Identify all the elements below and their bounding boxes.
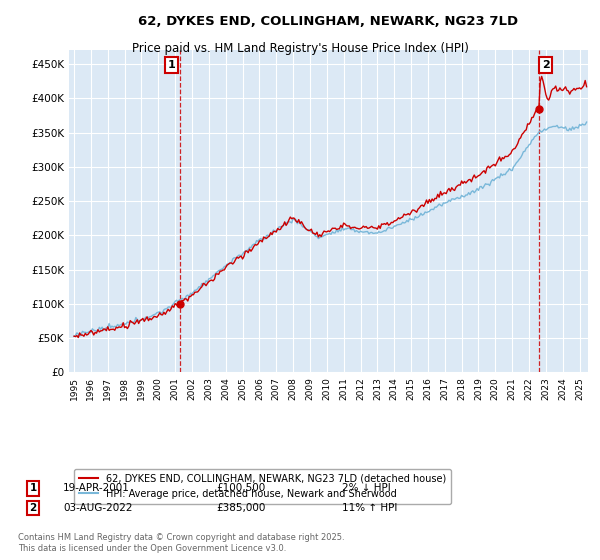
- Text: 2: 2: [29, 503, 37, 513]
- Text: 03-AUG-2022: 03-AUG-2022: [63, 503, 133, 513]
- Text: £385,000: £385,000: [216, 503, 265, 513]
- Text: 1: 1: [29, 483, 37, 493]
- Text: 11% ↑ HPI: 11% ↑ HPI: [342, 503, 397, 513]
- Text: Contains HM Land Registry data © Crown copyright and database right 2025.
This d: Contains HM Land Registry data © Crown c…: [18, 533, 344, 553]
- Text: 2% ↓ HPI: 2% ↓ HPI: [342, 483, 391, 493]
- Text: 19-APR-2001: 19-APR-2001: [63, 483, 130, 493]
- Text: 1: 1: [168, 60, 175, 70]
- Legend: 62, DYKES END, COLLINGHAM, NEWARK, NG23 7LD (detached house), HPI: Average price: 62, DYKES END, COLLINGHAM, NEWARK, NG23 …: [74, 469, 451, 503]
- Text: £100,500: £100,500: [216, 483, 265, 493]
- Text: Price paid vs. HM Land Registry's House Price Index (HPI): Price paid vs. HM Land Registry's House …: [131, 42, 469, 55]
- Text: 2: 2: [542, 60, 550, 70]
- Title: 62, DYKES END, COLLINGHAM, NEWARK, NG23 7LD: 62, DYKES END, COLLINGHAM, NEWARK, NG23 …: [139, 15, 518, 29]
